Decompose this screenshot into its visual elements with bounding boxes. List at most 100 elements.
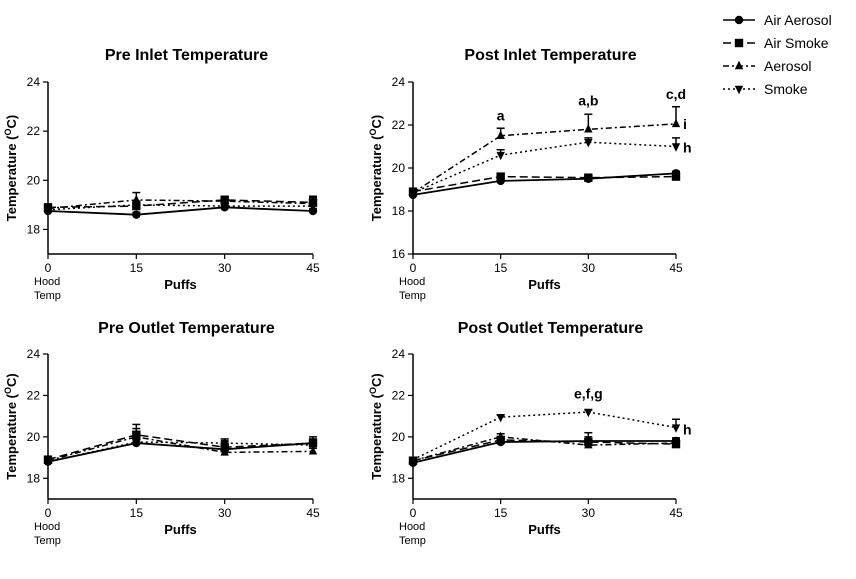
chart-panel-1: Pre Inlet Temperature 18 20 22 24 0 15 30 45 Hood… (3, 47, 320, 302)
y-axis-label-main: Temperature ( (4, 393, 19, 479)
x-axis-label: Puffs (528, 277, 561, 292)
legend-label: Aerosol (764, 58, 811, 74)
series-line (412, 411, 677, 461)
series-line (47, 434, 314, 461)
x-tick-sublabel: Hood (34, 276, 60, 288)
data-point (671, 118, 681, 128)
legend-label: Smoke (764, 81, 808, 97)
y-axis-label: Temperature (OC) (368, 115, 384, 221)
x-tick-sublabel: Temp (399, 290, 426, 302)
data-point (671, 424, 681, 433)
y-tick-label: 20 (392, 161, 406, 175)
y-tick-label: 18 (27, 471, 41, 485)
x-tick-label: 30 (218, 506, 232, 520)
series-smoke (408, 408, 681, 465)
legend-marker (734, 60, 744, 70)
y-axis-label-end: C) (369, 373, 384, 387)
annotation-label: a (497, 108, 505, 124)
series-line (47, 204, 313, 211)
series-line (47, 206, 314, 216)
data-point (220, 447, 229, 456)
chart-panels: Pre Inlet Temperature 18 20 22 24 0 15 30 45 Hood… (3, 47, 692, 547)
data-point (584, 173, 593, 182)
y-tick-label: 18 (392, 471, 406, 485)
series-line (412, 175, 677, 193)
series-line (47, 199, 314, 209)
series-line (412, 439, 677, 462)
data-point (220, 202, 229, 212)
series-aerosol (408, 105, 681, 196)
x-tick-sublabel: Hood (399, 521, 425, 533)
x-tick-label: 45 (306, 261, 320, 275)
data-point (496, 172, 505, 181)
x-axis-label: Puffs (528, 522, 561, 537)
x-tick-label: 0 (410, 261, 417, 275)
y-tick-label: 24 (27, 347, 41, 361)
series-smoke (408, 137, 681, 198)
data-point (132, 201, 141, 211)
legend-item-air-smoke: Air Smoke (723, 35, 829, 51)
y-axis-label-sup: O (368, 387, 378, 394)
x-axis-label: Puffs (164, 277, 197, 292)
y-tick-label: 22 (392, 388, 406, 402)
y-tick-label: 20 (27, 173, 41, 187)
y-axis-label-main: Temperature ( (369, 135, 384, 221)
chart-panel-2: Post Inlet Temperature 16 18 20 22 24 0 15 30 45 H… (368, 47, 692, 302)
x-tick-label: 45 (669, 506, 683, 520)
data-point (308, 446, 318, 455)
x-tick-label: 15 (494, 261, 508, 275)
y-tick-label: 24 (392, 347, 406, 361)
data-point (132, 210, 141, 219)
y-tick-label: 24 (392, 75, 406, 89)
y-tick-label: 20 (27, 430, 41, 444)
x-tick-label: 0 (45, 261, 52, 275)
data-point (220, 439, 229, 449)
chart-title: Post Outlet Temperature (458, 320, 644, 337)
chart-title: Pre Inlet Temperature (105, 47, 268, 64)
y-axis-label-sup: O (3, 128, 13, 135)
data-point (584, 408, 593, 418)
series-air-aerosol (43, 203, 318, 219)
data-point (496, 151, 505, 161)
y-tick-label: 16 (392, 247, 406, 261)
data-point (496, 431, 505, 441)
x-tick-sublabel: Hood (34, 521, 60, 533)
series-air-aerosol (408, 169, 681, 200)
series-aerosol (408, 431, 681, 464)
chart-panel-4: Post Outlet Temperature 18 20 22 24 0 15 30 45 Ho… (368, 320, 692, 547)
data-point (671, 172, 681, 181)
annotation-label: c,d (666, 86, 686, 102)
x-tick-label: 30 (218, 261, 232, 275)
x-tick-label: 15 (130, 261, 144, 275)
data-point (671, 437, 681, 447)
series-line (47, 441, 314, 463)
chart-title: Pre Outlet Temperature (98, 320, 275, 337)
data-point (584, 439, 593, 449)
x-tick-sublabel: Temp (34, 535, 61, 547)
y-axis-label-main: Temperature ( (4, 135, 19, 221)
series-line (47, 436, 314, 462)
x-tick-label: 15 (130, 506, 144, 520)
data-point (408, 456, 418, 465)
y-tick-label: 18 (27, 222, 41, 236)
y-tick-label: 22 (392, 118, 406, 132)
data-point (43, 206, 53, 215)
series-air-smoke (408, 431, 681, 465)
data-point (671, 143, 681, 152)
legend-marker (734, 38, 744, 48)
series-smoke (43, 200, 318, 215)
legend: Air Aerosol Air Smoke Aerosol Smoke (723, 12, 832, 97)
x-tick-label: 0 (45, 506, 52, 520)
x-tick-label: 45 (669, 261, 683, 275)
annotation-label: e,f,g (574, 386, 603, 402)
data-point (132, 438, 141, 448)
y-tick-label: 18 (392, 204, 406, 218)
series-air-aerosol (43, 438, 318, 466)
y-axis-label: Temperature (OC) (3, 373, 19, 479)
data-point (43, 458, 53, 467)
series-smoke (43, 437, 318, 467)
y-axis-label: Temperature (OC) (3, 115, 19, 221)
data-point (308, 441, 318, 451)
annotation-label: h (683, 140, 692, 156)
